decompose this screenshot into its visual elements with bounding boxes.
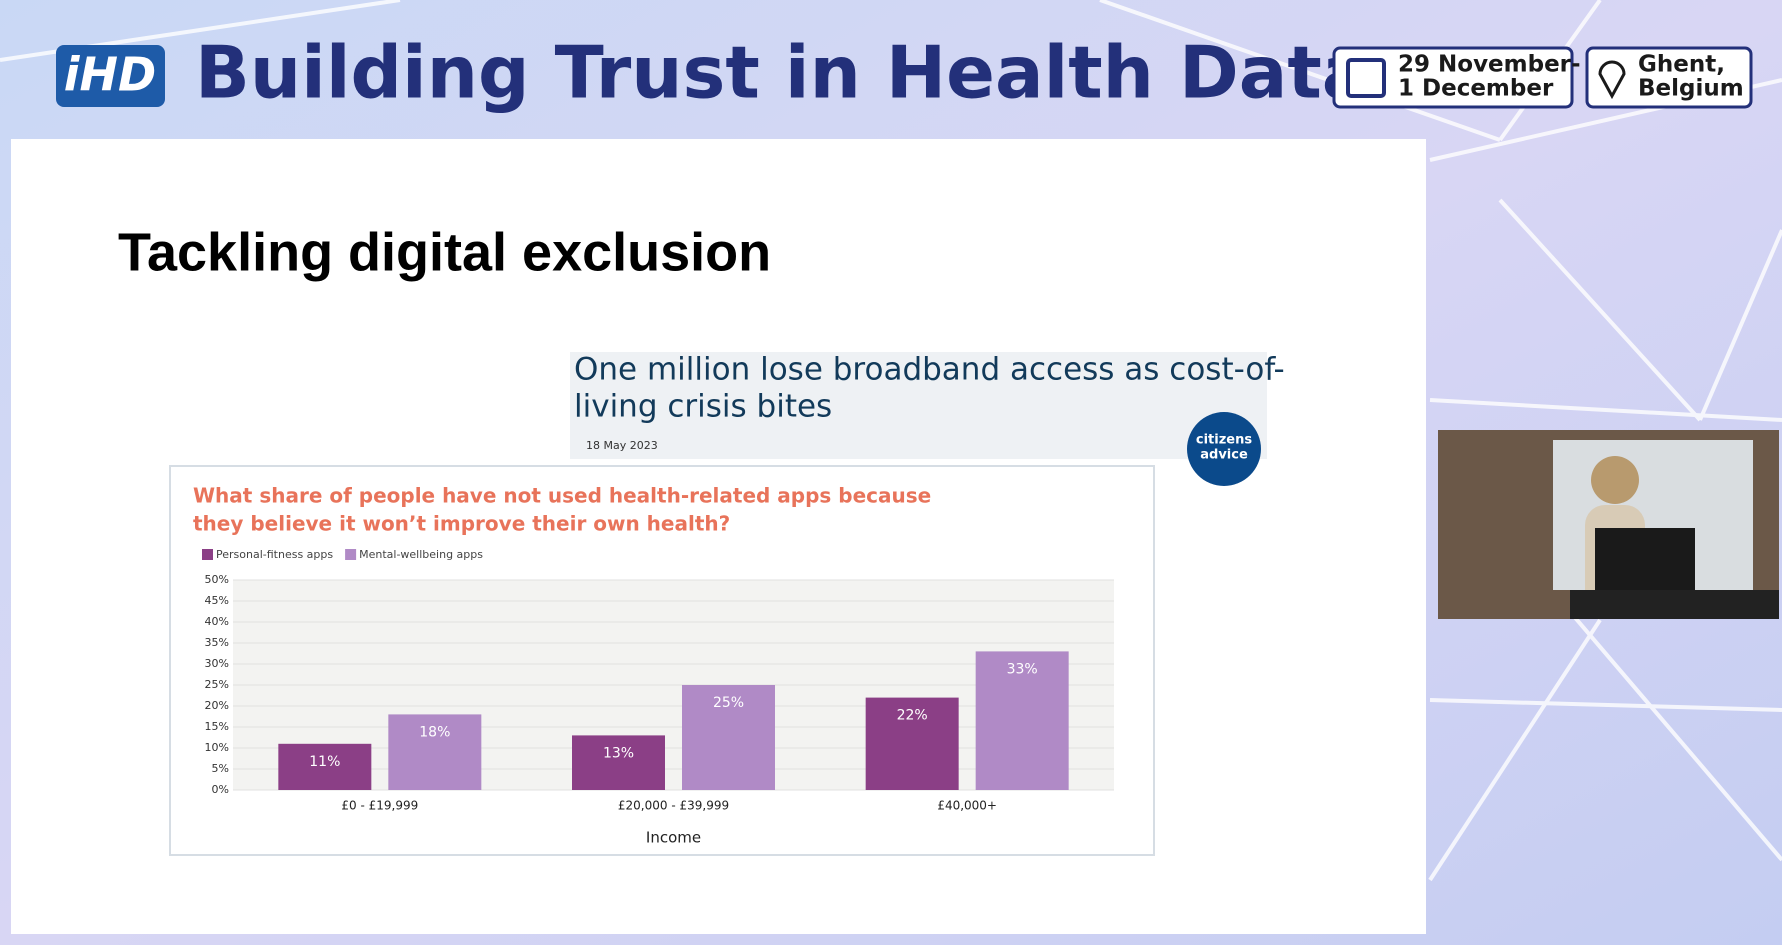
- bar: [865, 697, 959, 790]
- source-logo-text: citizens: [1196, 433, 1252, 448]
- value-label: 25%: [713, 695, 744, 711]
- value-label: 33%: [1007, 661, 1038, 677]
- y-tick-label: 35%: [205, 636, 229, 649]
- bar: [682, 685, 775, 790]
- legend-label: Mental-wellbeing apps: [359, 548, 483, 561]
- location-box: [1585, 46, 1753, 109]
- x-tick-label: £40,000+: [937, 799, 997, 813]
- bar: [278, 743, 372, 790]
- y-tick-label: 50%: [205, 573, 229, 586]
- logo-box: [56, 45, 165, 107]
- headline-box: [570, 352, 1267, 459]
- video-desk: [1570, 590, 1779, 619]
- y-tick-label: 5%: [212, 762, 229, 775]
- decor-lines: [0, 0, 1782, 880]
- legend-label: Personal-fitness apps: [216, 548, 333, 561]
- value-label: 11%: [309, 754, 340, 770]
- y-tick-label: 20%: [205, 699, 229, 712]
- legend-swatch: [345, 549, 357, 560]
- pin-icon: [1598, 60, 1626, 100]
- bar: [572, 735, 665, 790]
- y-tick-label: 30%: [205, 657, 229, 670]
- value-label: 13%: [603, 745, 634, 761]
- date-line: 29 November-: [1398, 52, 1581, 78]
- value-label: 22%: [897, 708, 928, 724]
- x-tick-label: £0 - £19,999: [341, 799, 418, 813]
- headline: living crisis bites: [574, 389, 832, 425]
- location-line: Belgium: [1638, 76, 1744, 102]
- source-logo: [1187, 412, 1261, 486]
- y-tick-label: 15%: [205, 720, 229, 733]
- date-line: 1 December: [1398, 76, 1554, 102]
- chart-title: they believe it won’t improve their own …: [193, 512, 730, 536]
- video-person: [1591, 456, 1639, 504]
- headline: One million lose broadband access as cos…: [574, 352, 1285, 388]
- article-date: 18 May 2023: [586, 439, 658, 452]
- legend-swatch: [202, 549, 213, 560]
- date-box: [1332, 46, 1574, 109]
- location-line: Ghent,: [1638, 52, 1725, 78]
- y-tick-label: 40%: [205, 615, 229, 628]
- logo: iHD: [64, 48, 156, 102]
- y-tick-label: 45%: [205, 594, 229, 607]
- header-title: Building Trust in Health Data: [195, 31, 1370, 115]
- y-tick-label: 0%: [212, 783, 229, 796]
- bar: [388, 714, 482, 790]
- bar: [975, 651, 1069, 790]
- x-axis-label: Income: [646, 829, 701, 847]
- source-logo-text: advice: [1200, 448, 1248, 463]
- calendar-icon: [1346, 58, 1386, 98]
- y-tick-label: 10%: [205, 741, 229, 754]
- slide-title: Tackling digital exclusion: [118, 222, 771, 282]
- x-tick-label: £20,000 - £39,999: [618, 799, 729, 813]
- value-label: 18%: [419, 724, 450, 740]
- chart-title: What share of people have not used healt…: [193, 484, 931, 508]
- video-laptop: [1595, 528, 1695, 593]
- y-tick-label: 25%: [205, 678, 229, 691]
